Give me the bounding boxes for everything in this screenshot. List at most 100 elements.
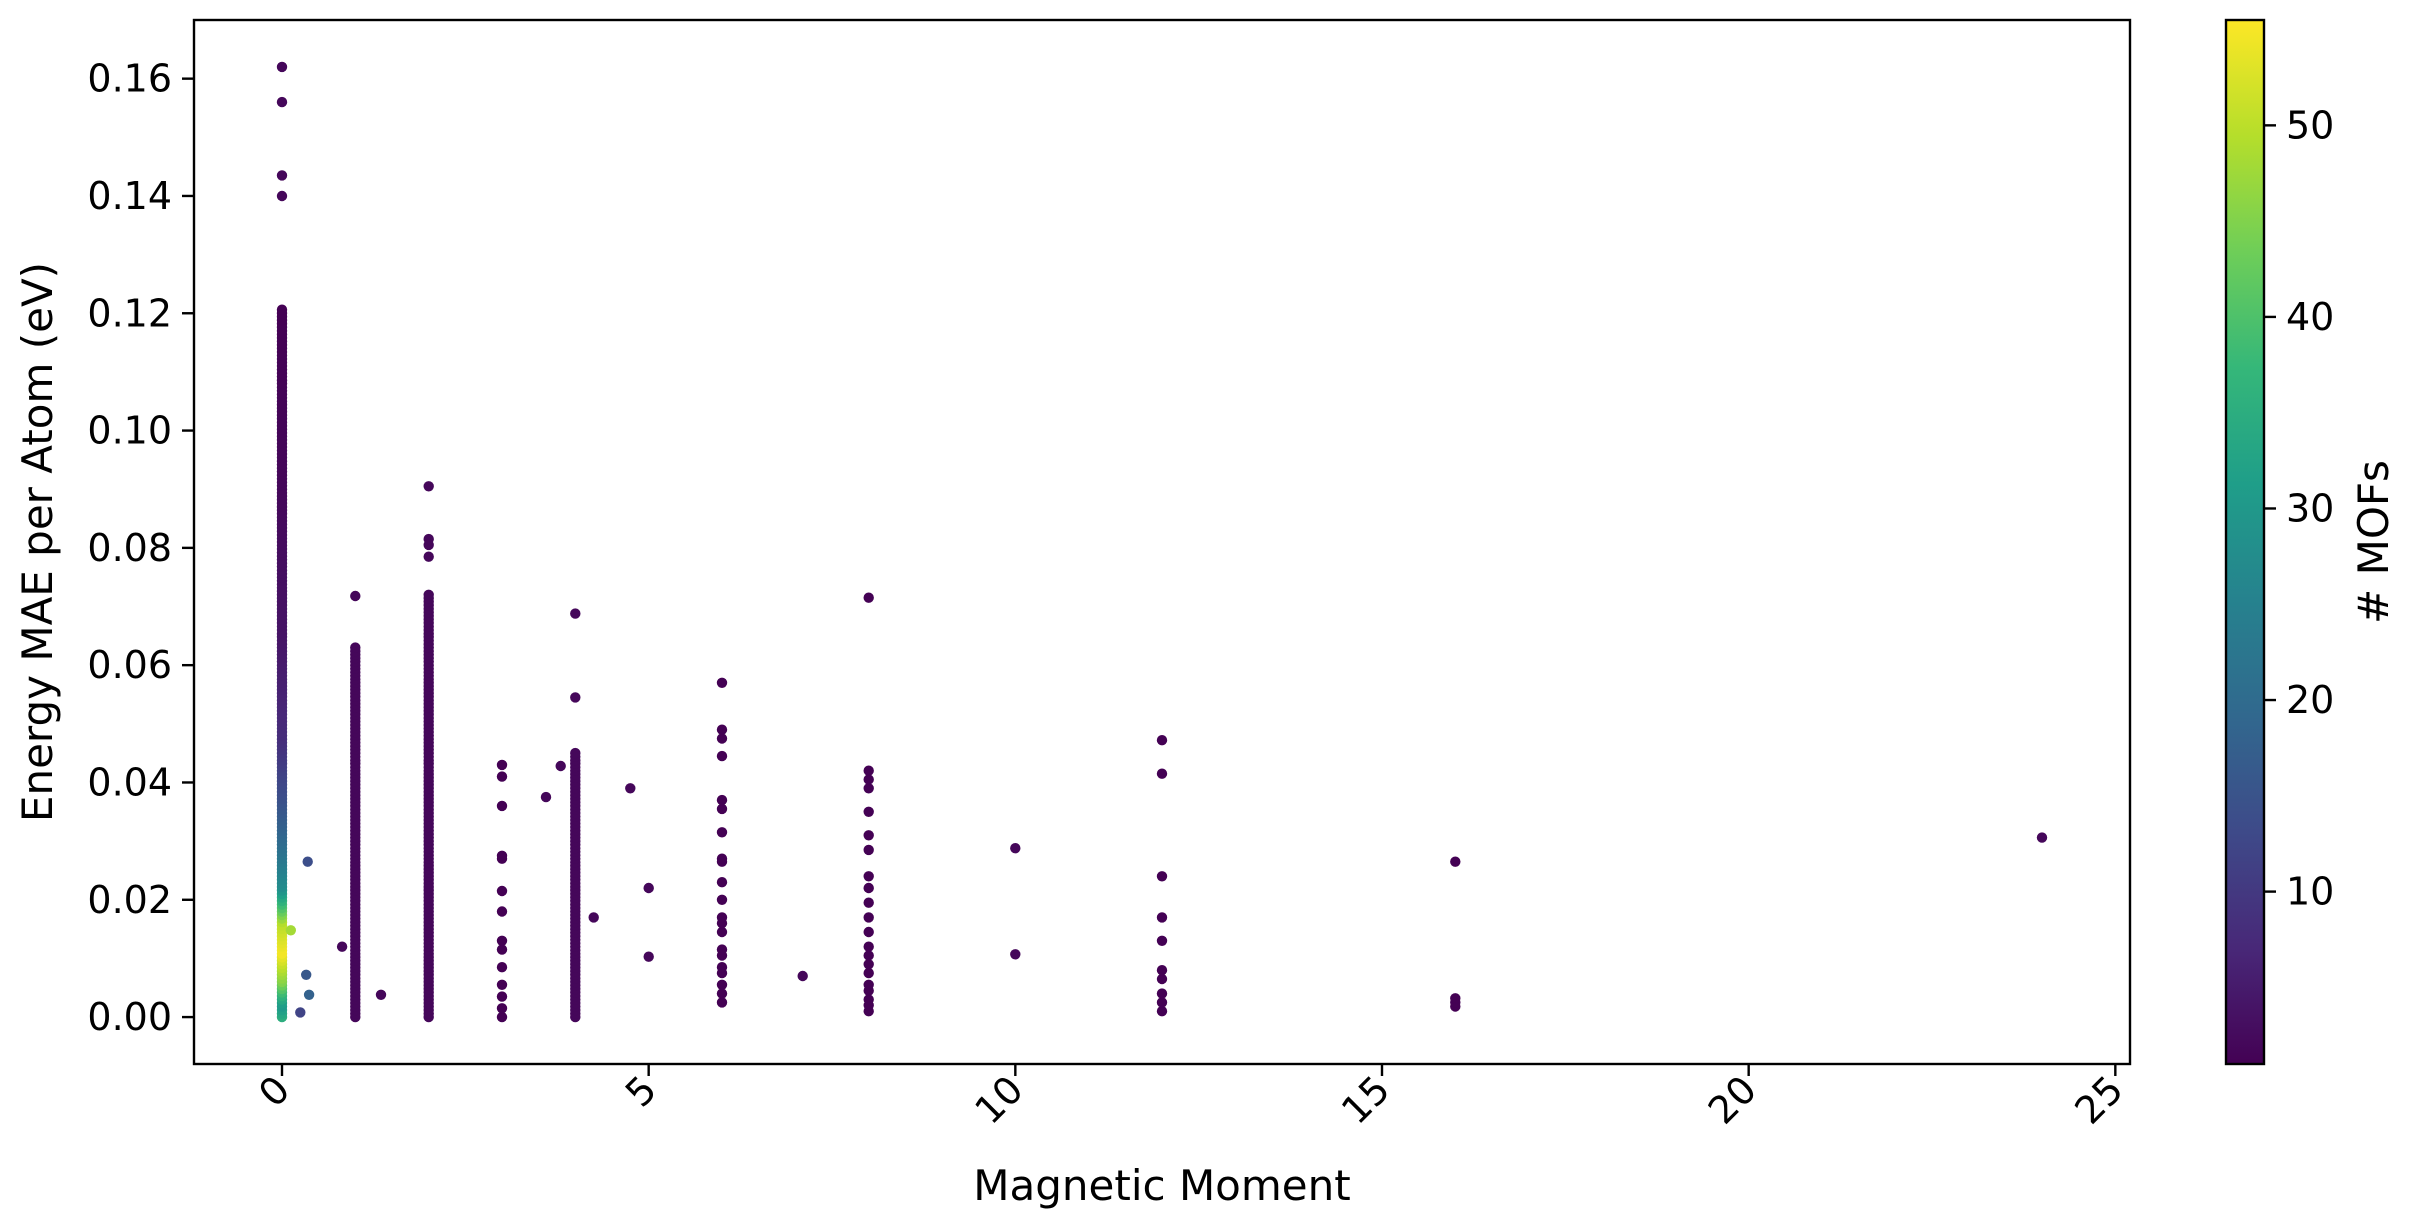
x-tick-label: 10 — [966, 1067, 1031, 1132]
data-point — [863, 959, 874, 970]
data-point — [716, 912, 728, 923]
y-tick-label: 0.00 — [87, 995, 172, 1039]
x-tick-label: 15 — [1333, 1067, 1398, 1132]
data-point — [1156, 1006, 1168, 1017]
y-tick-label: 0.16 — [87, 57, 172, 101]
data-point — [285, 925, 296, 936]
data-point — [496, 906, 508, 917]
data-point — [423, 481, 434, 492]
data-point — [496, 962, 508, 973]
data-point — [643, 951, 654, 962]
data-point — [863, 844, 874, 856]
colorbar-gradient — [2226, 20, 2264, 1064]
data-point — [496, 800, 508, 812]
data-point — [863, 912, 874, 923]
data-point — [863, 871, 874, 882]
data-point — [863, 979, 874, 990]
x-tick-label: 5 — [617, 1067, 665, 1115]
data-point — [863, 882, 874, 894]
data-point — [863, 765, 874, 776]
colorbar-ticks: 10 20 30 40 50 — [2264, 103, 2334, 914]
data-point — [276, 170, 288, 181]
data-point — [863, 830, 874, 841]
data-point — [716, 794, 728, 806]
data-point — [1156, 735, 1168, 746]
data-point — [716, 733, 728, 744]
data-point — [540, 791, 552, 803]
data-point — [1010, 843, 1021, 854]
data-point — [570, 692, 581, 703]
data-point — [423, 533, 434, 545]
data-point — [716, 803, 728, 815]
y-tick-label: 0.06 — [87, 643, 172, 687]
x-tick-label: 0 — [250, 1067, 298, 1115]
data-point — [863, 926, 874, 938]
y-axis: 0.00 0.02 0.04 0.06 0.08 0.10 0.12 0.14 0.16 — [87, 57, 194, 1039]
data-point — [716, 979, 728, 990]
colorbar-tick-label: 40 — [2286, 295, 2334, 339]
plot-frame — [192, 18, 2132, 1066]
data-point — [588, 912, 599, 923]
data-point — [336, 941, 348, 952]
data-point — [863, 941, 874, 952]
data-point — [863, 783, 874, 794]
data-point — [276, 304, 288, 315]
data-point — [276, 61, 288, 73]
y-axis-label: Energy MAE per Atom (eV) — [13, 262, 62, 822]
data-point — [276, 190, 288, 202]
data-point — [302, 856, 313, 867]
data-point — [716, 853, 728, 864]
data-point — [797, 970, 808, 982]
y-tick-label: 0.02 — [87, 878, 172, 922]
x-tick-label: 20 — [1700, 1067, 1765, 1132]
y-tick-label: 0.08 — [87, 526, 172, 570]
data-point — [716, 944, 728, 955]
data-point — [1156, 973, 1168, 985]
data-point — [1156, 965, 1168, 976]
colorbar-tick-label: 30 — [2286, 486, 2334, 530]
data-point — [1450, 856, 1461, 867]
data-point — [496, 1003, 508, 1014]
data-point — [1156, 912, 1168, 923]
x-axis-label: Magnetic Moment — [973, 1161, 1350, 1210]
x-axis: 0 5 10 15 20 25 — [250, 1064, 2132, 1133]
data-points — [276, 61, 2048, 1023]
data-point — [496, 935, 508, 946]
data-point — [301, 969, 312, 980]
data-point — [863, 592, 874, 603]
data-point — [863, 897, 874, 908]
data-point — [716, 962, 728, 973]
y-tick-label: 0.10 — [87, 409, 172, 453]
y-tick-label: 0.04 — [87, 760, 172, 804]
data-point — [716, 877, 728, 888]
data-point — [375, 989, 387, 1000]
data-point — [1010, 949, 1021, 960]
data-point — [303, 989, 315, 1000]
data-point — [496, 944, 508, 955]
data-point — [863, 950, 874, 961]
data-point — [1156, 871, 1168, 882]
data-point — [423, 589, 434, 600]
data-point — [496, 991, 508, 1002]
data-point — [863, 967, 874, 979]
data-point — [496, 1011, 508, 1023]
colorbar-tick-label: 50 — [2286, 103, 2334, 147]
data-point — [350, 642, 361, 653]
data-point — [570, 608, 581, 619]
data-point — [716, 997, 728, 1008]
data-point — [716, 926, 728, 938]
data-point — [716, 677, 728, 688]
y-tick-label: 0.12 — [87, 291, 172, 335]
data-point — [1156, 997, 1168, 1008]
data-point — [555, 760, 566, 772]
colorbar: 10 20 30 40 50 # MOFs — [2224, 18, 2398, 1066]
data-point — [863, 994, 874, 1005]
data-point — [1156, 768, 1168, 779]
data-point — [276, 96, 288, 108]
data-point — [496, 771, 508, 782]
data-point — [643, 882, 654, 894]
data-point — [716, 988, 728, 999]
data-point — [496, 759, 508, 771]
data-point — [716, 724, 728, 735]
